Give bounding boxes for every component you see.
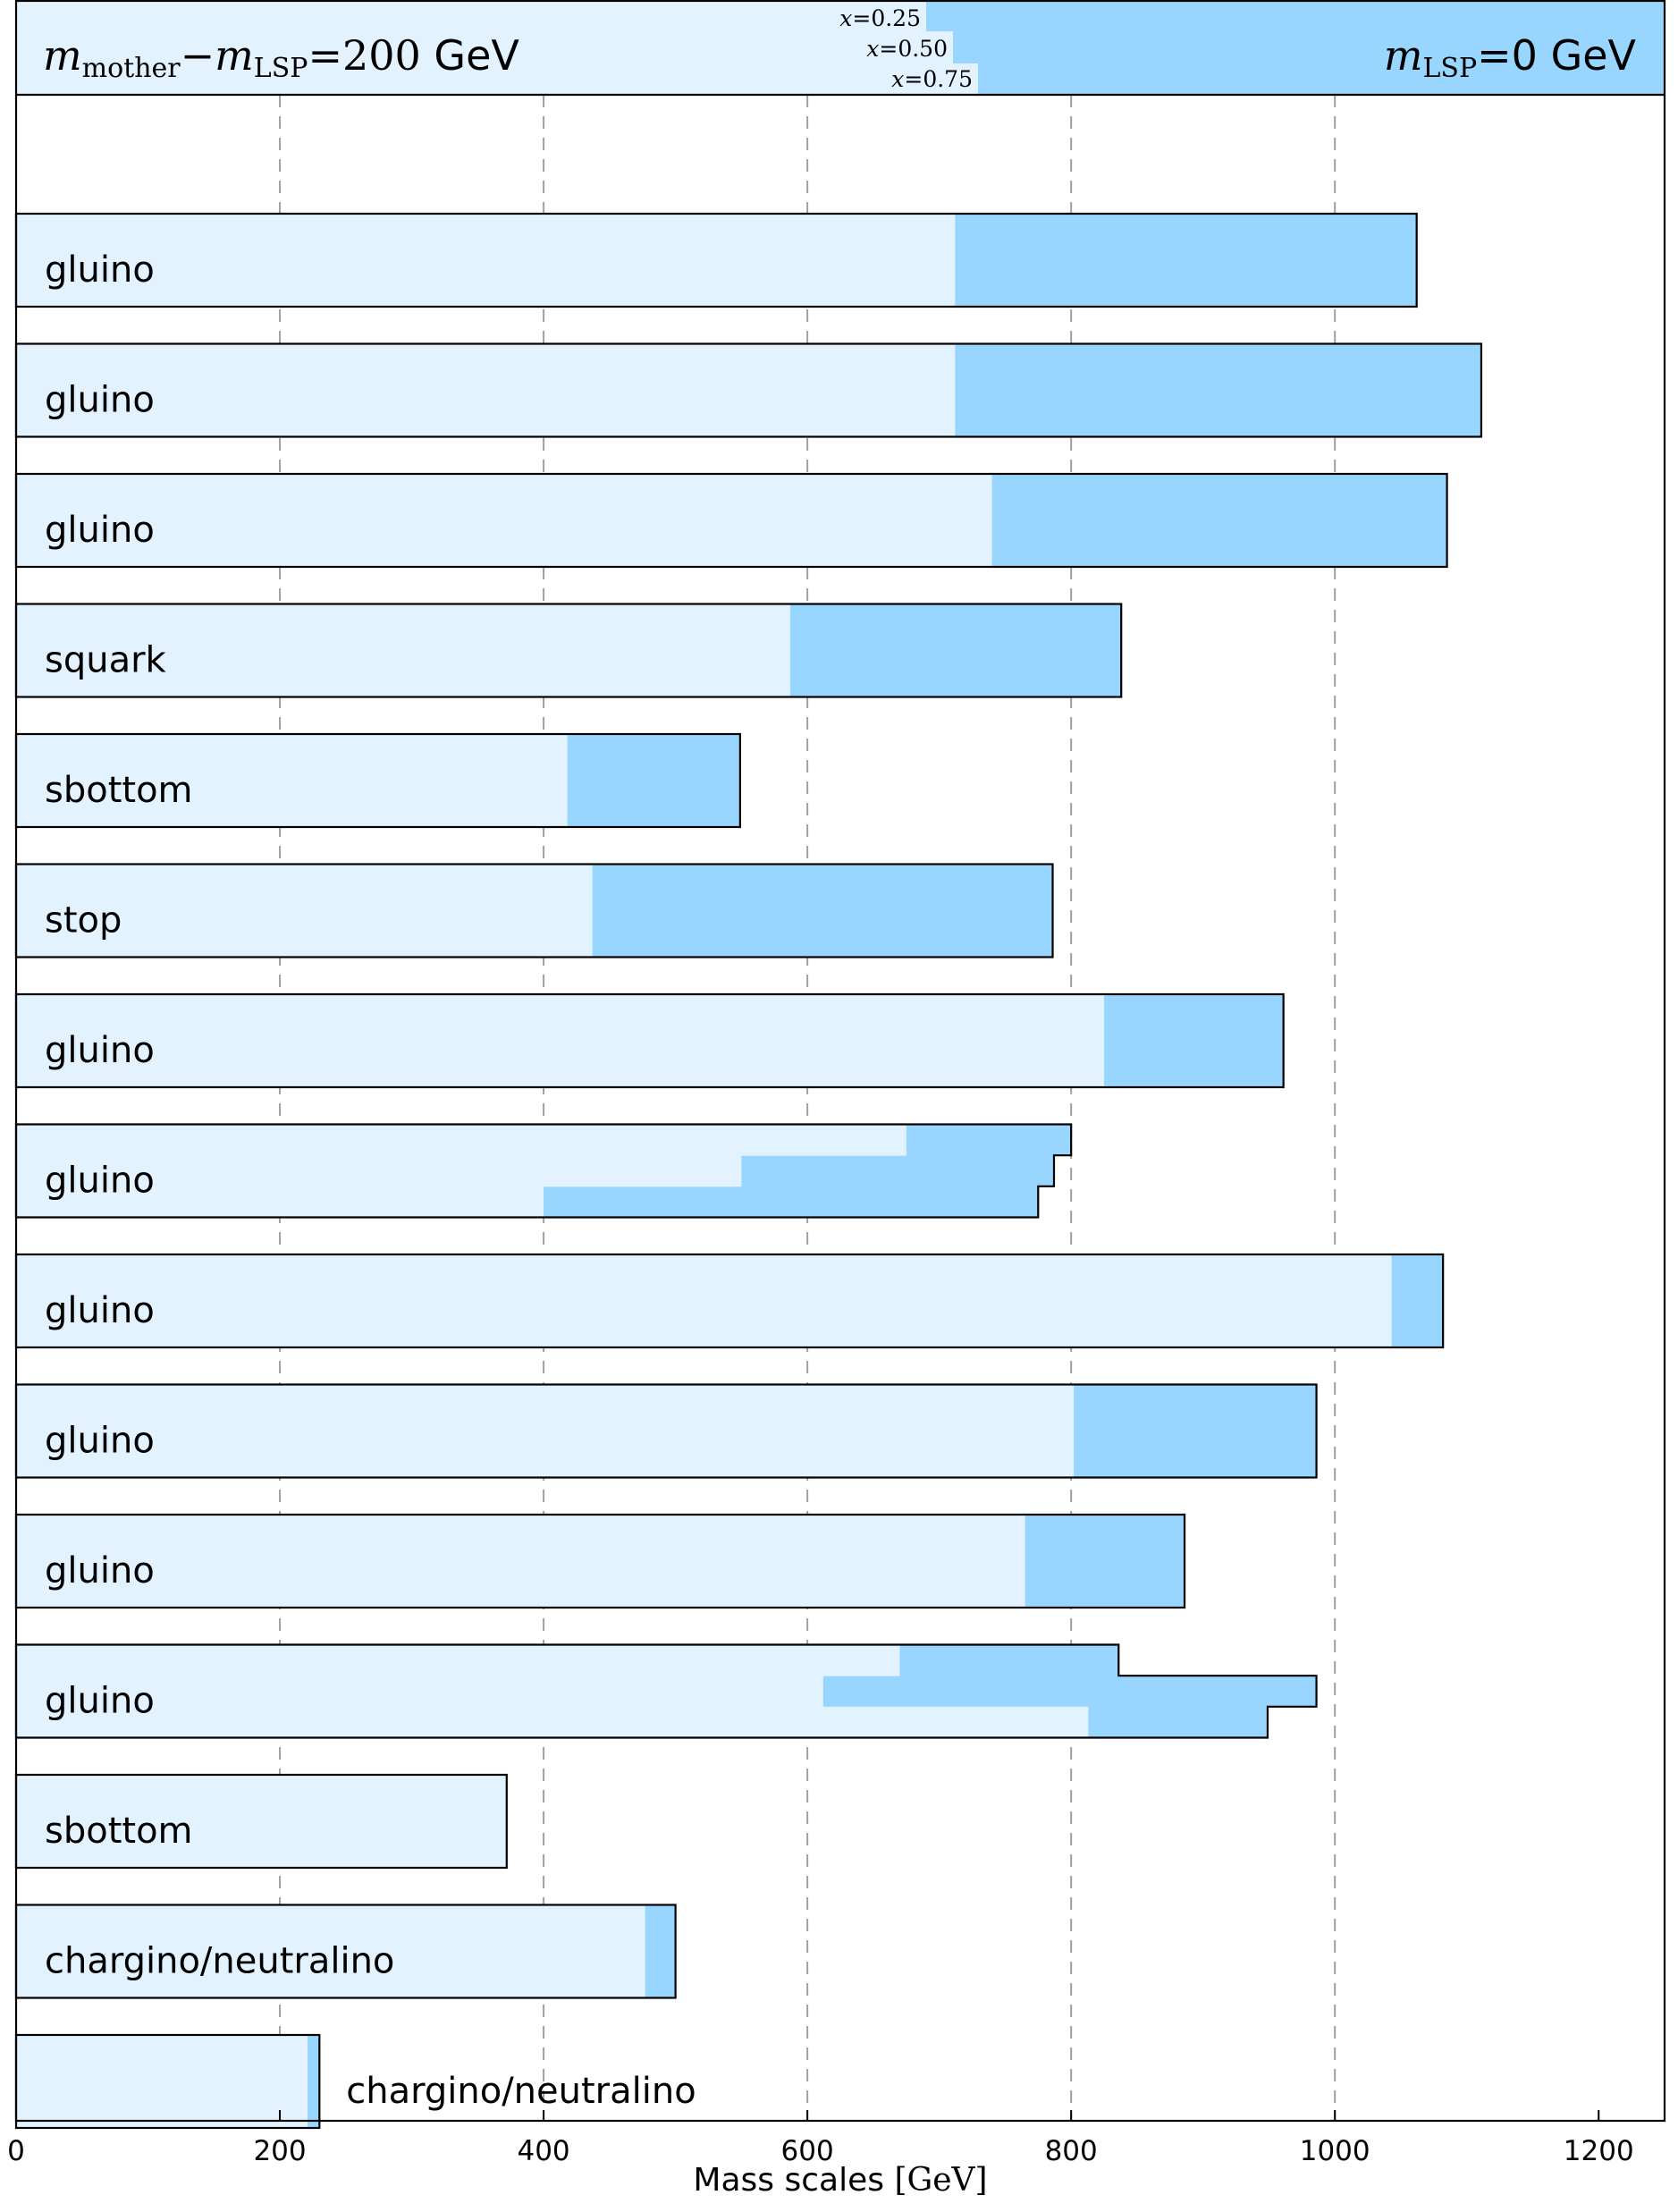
x-axis-label: Mass scales [GeV] [693,2162,987,2199]
header-left-label: mmother−mLSP=200 GeV [43,31,519,84]
row-label-1: gluino [45,249,155,291]
bar-dm200 [16,734,568,827]
bar-row-14 [14,1904,677,1999]
bar-dm200 [16,1515,1025,1608]
row-labels: gluino gluino gluino squark sbottom stop gluin… [45,249,696,2112]
grid-lines [279,95,1336,2121]
x-legend-label-0: x=0.25 [839,5,921,31]
bar-row-15 [14,2033,321,2130]
bar-row-13 [14,1773,508,1870]
x-tick-label-1000: 1000 [1300,2135,1370,2167]
bar-dm200 [16,1904,645,1998]
x-tick-label-1200: 1200 [1564,2135,1634,2167]
bar-dm200 [16,604,790,697]
bar-row-1 [14,212,1418,308]
row-label-5: sbottom [45,770,193,811]
row-label-14: chargino/neutralino [45,1941,394,1982]
bar-dm200-x0 [16,1124,906,1156]
bar-outline [14,1643,1318,1739]
row-label-8: gluino [45,1161,155,1202]
x-legend-label-2: x=0.75 [891,66,973,92]
bar-dm200 [16,343,956,437]
x-legend-label-1: x=0.50 [866,36,948,62]
header-band-x075 [978,63,1665,95]
bar-dm200 [16,1775,507,1868]
bar-row-8 [14,1123,1073,1219]
bar-dm200 [16,474,992,567]
x-tick-label-200: 200 [253,2135,306,2167]
header-legend: mmother−mLSP=200 GeV mLSP=0 GeV x=0.25 x=0.… [16,0,1665,97]
bars [14,212,1483,2130]
bar-dm200-x2 [16,1186,544,1218]
row-label-10: gluino [45,1421,155,1462]
header-band-x050 [953,31,1665,63]
bar-dm200-x2 [16,1706,1089,1738]
bar-row-10 [14,1383,1318,1479]
bar-dm200-x0 [16,1644,900,1676]
header-right-label: mLSP=0 GeV [1384,31,1637,84]
bar-outline [14,1123,1073,1219]
bar-dm200 [16,2035,308,2128]
bar-dm200 [16,864,593,958]
bar-dm200-x1 [16,1676,823,1708]
bar-row-3 [14,472,1448,569]
row-label-12: gluino [45,1681,155,1722]
row-label-7: gluino [45,1030,155,1071]
bar-row-11 [14,1513,1186,1609]
bar-row-12 [14,1643,1318,1739]
row-label-3: gluino [45,510,155,551]
row-label-13: sbottom [45,1811,193,1852]
x-tick-label-600: 600 [781,2135,834,2167]
bar-row-9 [14,1253,1445,1349]
x-tick-label-0: 0 [7,2135,25,2167]
bar-dm200 [16,1254,1392,1347]
bar-row-2 [14,342,1483,438]
bar-row-7 [14,992,1285,1089]
plot-frame [14,0,1666,2123]
bar-dm200 [16,994,1105,1087]
x-tick-label-800: 800 [1045,2135,1098,2167]
x-tick-label-400: 400 [517,2135,569,2167]
bar-dm200-x1 [16,1155,742,1187]
row-label-4: squark [45,640,167,681]
bar-row-6 [14,863,1054,958]
row-label-6: stop [45,900,122,941]
row-label-15: chargino/neutralino [346,2071,696,2112]
row-label-9: gluino [45,1290,155,1331]
bar-dm200 [16,214,956,307]
row-label-11: gluino [45,1550,155,1591]
bar-dm200 [16,1384,1075,1478]
row-label-2: gluino [45,380,155,421]
x-axis: 0 200 400 600 800 1000 1200 Mass scales [GeV] [7,0,1666,2199]
bar-row-4 [14,603,1123,698]
header-band-x025 [926,0,1665,31]
bar-row-5 [14,732,741,829]
